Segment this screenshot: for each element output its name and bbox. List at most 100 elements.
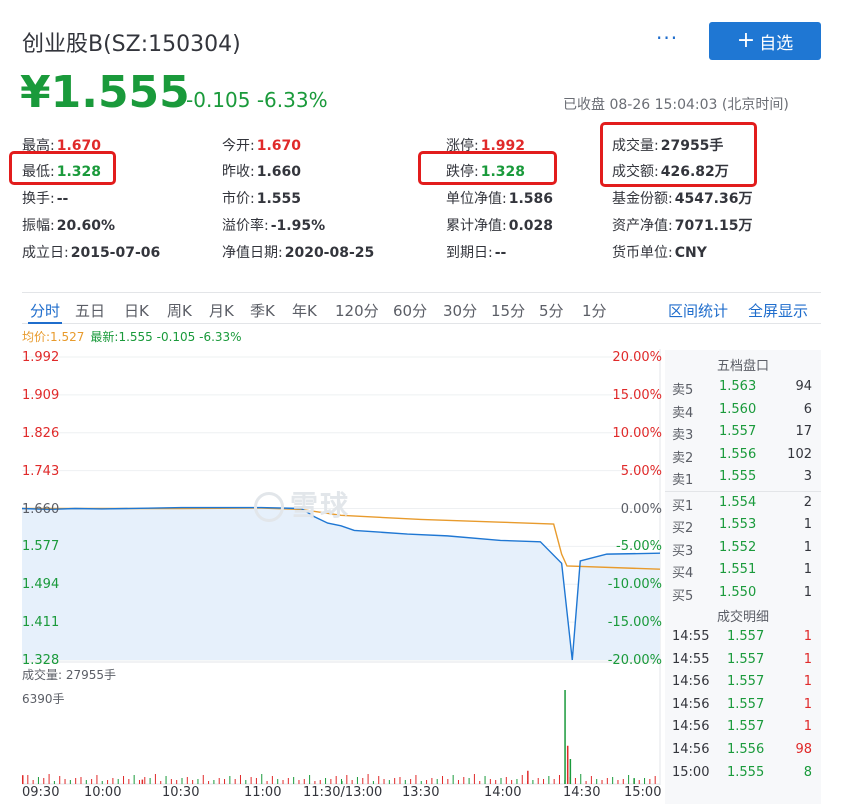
volume-bar (489, 779, 491, 784)
more-icon[interactable]: ··· (656, 26, 679, 50)
volume-bar (394, 778, 396, 784)
volume-bar (271, 776, 273, 784)
bid-row: 买5 1.550 1 (665, 582, 821, 604)
quote-open-label: 今开: (222, 138, 255, 154)
quote-amplitude: 振幅: 20.60% (22, 215, 115, 235)
bid-label: 买4 (672, 566, 694, 581)
bid-label: 买2 (672, 521, 694, 536)
volume-bar (53, 781, 55, 784)
volume-bar (410, 779, 412, 784)
bid-price: 1.553 (719, 517, 757, 532)
y-right-tick: -20.00% (607, 653, 662, 668)
ask-label: 卖1 (672, 473, 694, 488)
tab-6[interactable]: 年K (292, 302, 317, 320)
volume-bar (516, 779, 518, 784)
add-to-watchlist-button[interactable]: + 自选 (709, 22, 821, 60)
x-time-tick: 14:00 (484, 785, 522, 800)
tab-3[interactable]: 周K (167, 302, 192, 320)
quote-prev-close-label: 昨收: (222, 164, 255, 180)
volume-bar (213, 780, 215, 784)
tab-5[interactable]: 季K (250, 302, 275, 320)
tab-2[interactable]: 日K (124, 302, 149, 320)
volume-bar (293, 777, 295, 784)
volume-bar (69, 780, 71, 784)
volume-bar (27, 775, 29, 784)
volume-bar (250, 777, 252, 784)
volume-bar (43, 778, 45, 784)
tab-10[interactable]: 15分 (491, 302, 526, 320)
trade-price: 1.557 (727, 629, 765, 644)
volume-bar (628, 775, 630, 784)
trade-time: 14:56 (672, 674, 710, 690)
volume-bar (282, 780, 284, 784)
trade-volume: 1 (803, 651, 812, 667)
tab-11[interactable]: 5分 (539, 302, 564, 320)
tab-9[interactable]: 30分 (443, 302, 478, 320)
volume-bar (463, 777, 465, 784)
tab-12[interactable]: 1分 (582, 302, 607, 320)
y-right-tick: 20.00% (612, 350, 662, 365)
volume-bar (197, 779, 199, 784)
xueqiu-logo-icon (254, 492, 284, 522)
volume-bar (420, 781, 422, 784)
quote-maturity-label: 到期日: (446, 245, 493, 261)
volume-bar (638, 780, 640, 784)
quote-limit-down-label: 跌停: (446, 164, 479, 180)
volume-bar (229, 776, 231, 784)
y-left-tick: 1.992 (22, 350, 60, 365)
quote-high: 最高: 1.670 (22, 135, 101, 155)
volume-bar (234, 779, 236, 784)
volume-spike (141, 779, 144, 784)
volume-bar (314, 781, 316, 784)
tab-7[interactable]: 120分 (335, 302, 379, 320)
volume-bar (255, 778, 257, 784)
y-left-tick: 1.411 (22, 615, 60, 631)
volume-bar (404, 780, 406, 784)
x-time-tick: 11:00 (244, 785, 282, 800)
tab-4[interactable]: 月K (209, 302, 234, 320)
active-tab-underline (28, 322, 62, 324)
quote-high-label: 最高: (22, 138, 55, 154)
volume-bar (176, 780, 178, 784)
trade-row: 14:56 1.557 1 (665, 716, 821, 738)
volume-bar (399, 777, 401, 784)
volume-bar (574, 778, 576, 784)
trade-time: 15:00 (672, 764, 710, 780)
volume-bar (606, 778, 608, 784)
y-right-tick: -10.00% (607, 577, 662, 593)
bid-price: 1.551 (719, 562, 757, 577)
volume-bar (48, 774, 50, 784)
current-price: ¥1.555 (20, 67, 190, 118)
volume-bar (303, 779, 305, 784)
volume-bar (457, 780, 459, 784)
fullscreen-button[interactable]: 全屏显示 (748, 302, 809, 320)
volume-bar (521, 775, 523, 784)
trade-volume: 98 (795, 742, 812, 757)
volume-bar (319, 780, 321, 784)
ask-row: 卖4 1.560 6 (665, 399, 821, 421)
quote-turnover-value: -- (56, 191, 69, 207)
trade-price: 1.557 (727, 696, 765, 712)
volume-spike (564, 690, 566, 784)
volume-bar (378, 776, 380, 784)
tab-8[interactable]: 60分 (393, 302, 428, 320)
volume-bar (101, 781, 103, 784)
x-time-tick: 10:30 (162, 785, 200, 800)
watermark-text: 雪球 (290, 489, 351, 522)
tab-0[interactable]: 分时 (30, 302, 61, 320)
x-time-tick: 14:30 (563, 785, 601, 800)
quote-limit-down-value: 1.328 (480, 164, 526, 180)
bid-qty: 1 (803, 517, 812, 532)
quote-market-price-label: 市价: (222, 191, 255, 207)
y-left-tick: 1.660 (22, 501, 60, 517)
volume-bar (585, 781, 587, 784)
volume-bar (590, 776, 592, 784)
bid-price: 1.554 (719, 494, 757, 510)
volume-bar (325, 778, 327, 784)
volume-bar (128, 779, 130, 784)
volume-bar (149, 778, 151, 784)
quote-limit-down: 跌停: 1.328 (446, 161, 525, 181)
tab-1[interactable]: 五日 (75, 302, 106, 320)
interval-stats-button[interactable]: 区间统计 (668, 302, 729, 320)
